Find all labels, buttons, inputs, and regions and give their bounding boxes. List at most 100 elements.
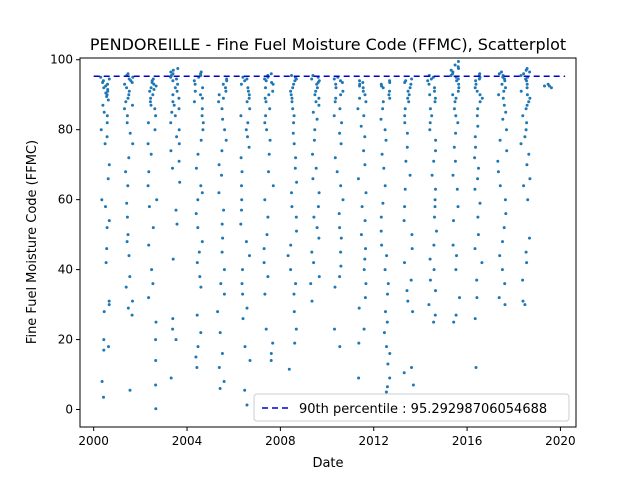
scatter-point bbox=[385, 254, 389, 258]
scatter-point bbox=[408, 173, 412, 177]
scatter-point bbox=[102, 338, 106, 342]
scatter-point bbox=[169, 149, 173, 153]
scatter-point bbox=[528, 96, 532, 100]
scatter-point bbox=[384, 310, 387, 314]
scatter-point bbox=[266, 215, 270, 219]
scatter-point bbox=[503, 198, 507, 202]
scatter-point bbox=[505, 149, 509, 153]
scatter-point bbox=[475, 278, 479, 282]
scatter-point bbox=[364, 100, 368, 104]
scatter-point bbox=[332, 77, 336, 81]
scatter-point bbox=[125, 201, 129, 205]
scatter-point bbox=[433, 205, 437, 209]
scatter-point bbox=[456, 60, 460, 63]
scatter-point bbox=[313, 93, 317, 97]
scatter-point bbox=[410, 247, 414, 251]
scatter-point bbox=[363, 257, 367, 261]
scatter-point bbox=[243, 79, 247, 83]
scatter-point bbox=[452, 107, 456, 111]
scatter-point bbox=[291, 86, 295, 90]
scatter-point bbox=[131, 75, 135, 79]
scatter-point bbox=[224, 138, 228, 142]
scatter-point bbox=[149, 86, 153, 90]
scatter-point bbox=[524, 107, 528, 111]
scatter-point bbox=[244, 240, 248, 244]
scatter-point bbox=[177, 107, 181, 111]
y-tick-label: 80 bbox=[58, 123, 73, 137]
scatter-point bbox=[199, 285, 203, 289]
scatter-point bbox=[359, 233, 363, 237]
scatter-point bbox=[477, 77, 481, 81]
scatter-point bbox=[222, 292, 226, 296]
scatter-point bbox=[170, 110, 174, 114]
scatter-point bbox=[453, 63, 457, 67]
scatter-point bbox=[171, 327, 175, 331]
scatter-point bbox=[382, 166, 386, 170]
scatter-point bbox=[364, 282, 368, 286]
plot-frame bbox=[79, 57, 577, 428]
scatter-point bbox=[433, 313, 437, 317]
x-tick-label: 2016 bbox=[452, 434, 483, 448]
scatter-point bbox=[173, 86, 177, 90]
scatter-point bbox=[128, 131, 132, 135]
scatter-point bbox=[131, 142, 135, 146]
scatter-point bbox=[317, 103, 321, 107]
scatter-point bbox=[240, 184, 243, 188]
scatter-point bbox=[454, 96, 458, 100]
scatter-point bbox=[127, 93, 131, 97]
scatter-point bbox=[385, 385, 389, 389]
scatter-point bbox=[409, 82, 413, 86]
scatter-point bbox=[104, 205, 107, 209]
scatter-point bbox=[524, 128, 528, 132]
scatter-point bbox=[239, 82, 243, 86]
scatter-point bbox=[501, 96, 505, 100]
scatter-point bbox=[294, 282, 298, 286]
scatter-point bbox=[525, 79, 528, 83]
scatter-point bbox=[497, 93, 501, 97]
scatter-point bbox=[197, 250, 201, 254]
scatter-point bbox=[315, 82, 319, 86]
scatter-point bbox=[127, 254, 131, 258]
scatter-point bbox=[268, 107, 272, 111]
scatter-point bbox=[340, 81, 344, 84]
scatter-point bbox=[435, 229, 438, 233]
scatter-point bbox=[289, 93, 293, 97]
scatter-point bbox=[154, 114, 158, 118]
scatter-point bbox=[267, 93, 271, 97]
scatter-point bbox=[473, 86, 477, 90]
x-tick-label: 2012 bbox=[358, 434, 389, 448]
scatter-point bbox=[102, 110, 106, 114]
scatter-point bbox=[196, 226, 200, 230]
scatter-point bbox=[151, 226, 155, 230]
x-tick-label: 2004 bbox=[172, 434, 203, 448]
scatter-point bbox=[123, 82, 127, 86]
scatter-point bbox=[217, 93, 221, 97]
scatter-point bbox=[523, 303, 527, 307]
scatter-point bbox=[105, 135, 109, 139]
scatter-point bbox=[339, 79, 342, 83]
scatter-point bbox=[386, 362, 390, 366]
scatter-point bbox=[199, 138, 203, 142]
scatter-point bbox=[335, 170, 339, 174]
scatter-point bbox=[314, 89, 318, 93]
scatter-point bbox=[171, 68, 175, 72]
scatter-point bbox=[173, 114, 177, 118]
scatter-point bbox=[383, 128, 387, 132]
scatter-point bbox=[293, 341, 297, 345]
y-tick-label: 60 bbox=[58, 193, 73, 207]
scatter-point bbox=[292, 142, 296, 146]
scatter-point bbox=[194, 355, 198, 359]
scatter-point bbox=[105, 226, 109, 230]
scatter-point bbox=[171, 93, 175, 97]
scatter-point bbox=[525, 93, 529, 97]
scatter-point bbox=[357, 376, 361, 380]
scatter-point bbox=[314, 166, 318, 170]
scatter-point bbox=[269, 352, 273, 355]
scatter-point bbox=[194, 166, 198, 170]
scatter-point bbox=[338, 107, 342, 111]
scatter-point bbox=[381, 86, 385, 90]
scatter-point bbox=[356, 107, 360, 111]
scatter-point bbox=[317, 96, 321, 100]
scatter-point bbox=[498, 254, 502, 258]
scatter-point bbox=[406, 299, 410, 303]
